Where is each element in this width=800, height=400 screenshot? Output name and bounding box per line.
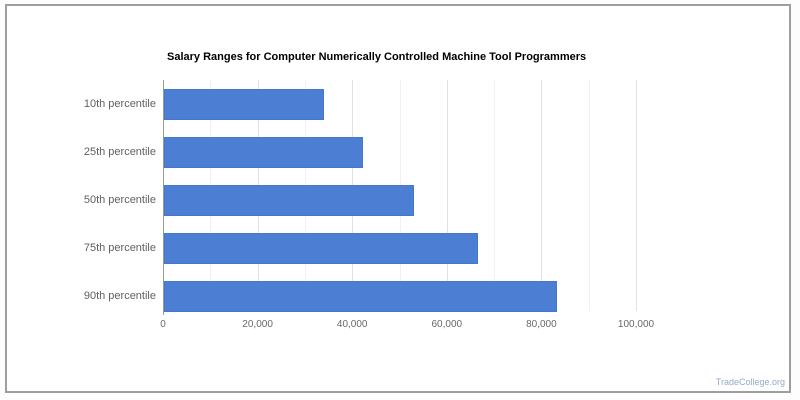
x-tick-label: 40,000 <box>336 319 368 330</box>
x-tick-label: 0 <box>160 319 166 330</box>
x-tick-label: 80,000 <box>526 319 557 330</box>
chart-title: Salary Ranges for Computer Numerically C… <box>167 51 587 63</box>
bar <box>164 232 478 264</box>
bar <box>164 184 414 216</box>
bar <box>164 88 324 120</box>
y-tick-label: 50th percentile <box>83 194 156 206</box>
gridline <box>588 80 590 311</box>
x-axis-line <box>163 80 164 315</box>
gridline <box>446 80 448 311</box>
x-tick-label: 20,000 <box>242 319 273 330</box>
bar <box>164 280 557 312</box>
x-tick-label: 100,000 <box>617 319 655 330</box>
y-tick-label: 75th percentile <box>83 242 156 254</box>
y-tick-label: 25th percentile <box>83 146 156 158</box>
y-tick-label: 90th percentile <box>83 290 156 302</box>
gridline <box>541 80 543 311</box>
gridline <box>636 80 637 311</box>
bar <box>164 136 363 168</box>
y-tick-label: 10th percentile <box>83 98 156 110</box>
gridline <box>494 80 496 311</box>
x-tick-label: 60,000 <box>431 319 463 330</box>
watermark-link[interactable]: TradeCollege.org <box>715 377 785 387</box>
